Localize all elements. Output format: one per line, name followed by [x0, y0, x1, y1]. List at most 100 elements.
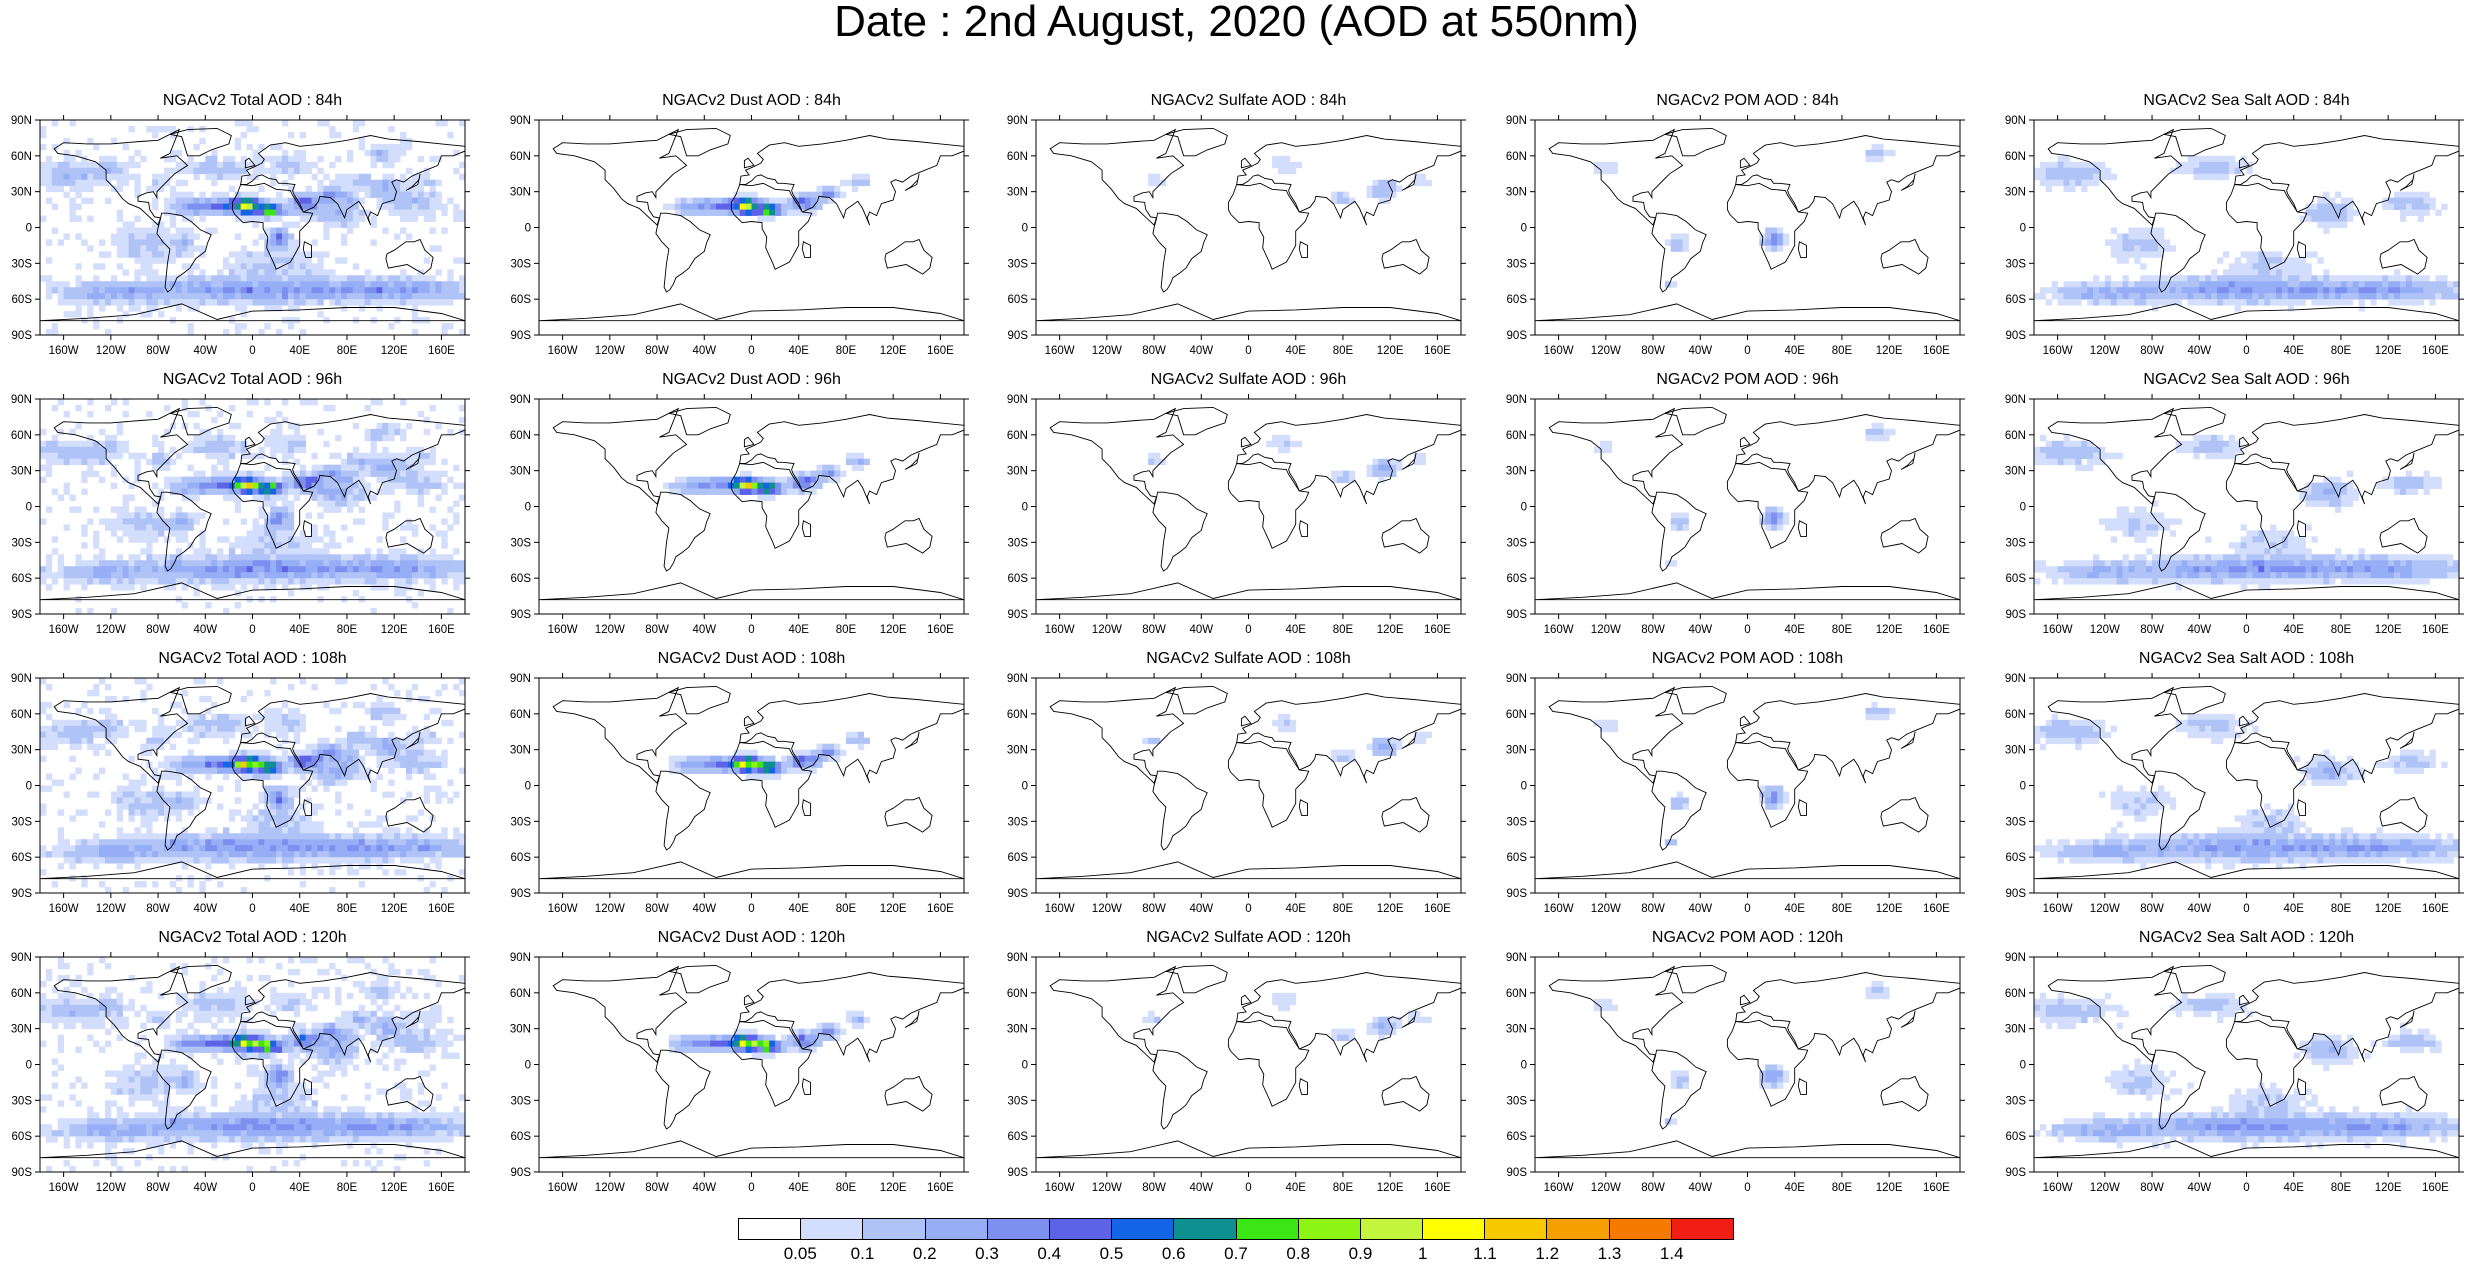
lon-tick-label: 160E [1923, 1182, 1950, 1194]
lat-tick-label: 60S [1507, 852, 1528, 864]
lon-tick-label: 160W [548, 624, 578, 636]
lon-tick-label: 40W [1688, 1182, 1712, 1194]
lat-tick-label: 60S [1507, 1131, 1528, 1143]
lat-tick-label: 60N [2005, 988, 2026, 1000]
coastline [2400, 732, 2414, 749]
colorbar-level-label: 0.7 [1224, 1244, 1248, 1264]
lon-tick-label: 80E [836, 345, 857, 357]
panel-title: NGACv2 Dust AOD : 84h [539, 92, 964, 110]
lat-tick-label: 60N [2005, 430, 2026, 442]
coastline [905, 732, 919, 749]
lon-tick-label: 40E [2283, 903, 2304, 915]
lat-tick-label: 60S [2006, 573, 2027, 585]
lon-tick-label: 40E [289, 903, 310, 915]
lat-tick-label: 60N [1007, 988, 1028, 1000]
aod-field [2034, 407, 2459, 599]
coastline [1036, 862, 1461, 879]
lon-tick-label: 160E [1424, 624, 1451, 636]
lon-tick-label: 120E [1377, 624, 1404, 636]
lat-tick-label: 30N [1506, 187, 1527, 199]
lat-tick-label: 90N [2005, 394, 2026, 406]
coastline [1652, 213, 1706, 292]
lat-tick-label: 30N [1007, 466, 1028, 478]
coastline [1237, 694, 1461, 784]
lat-tick-label: 90N [1506, 115, 1527, 127]
lat-tick-label: 0 [1521, 223, 1527, 235]
lon-tick-label: 160W [2043, 345, 2073, 357]
lat-tick-label: 90S [1507, 1167, 1528, 1179]
lat-tick-label: 90N [11, 952, 32, 964]
coastline [656, 1050, 710, 1129]
lat-tick-label: 30N [11, 187, 32, 199]
lat-tick-label: 0 [1022, 1060, 1028, 1072]
colorbar-level-label: 1.3 [1598, 1244, 1622, 1264]
lat-tick-label: 30S [1008, 537, 1029, 549]
lon-tick-label: 160W [1544, 345, 1574, 357]
lat-tick-label: 60N [510, 709, 531, 721]
lon-tick-label: 40W [193, 345, 217, 357]
lat-tick-label: 0 [26, 1060, 32, 1072]
coastline [1228, 462, 1308, 548]
lon-tick-label: 80E [836, 903, 857, 915]
lat-tick-label: 90S [12, 1167, 33, 1179]
coastline [744, 437, 754, 447]
lat-tick-label: 60S [2006, 1131, 2027, 1143]
coastline [2380, 797, 2427, 832]
lat-tick-label: 30S [1507, 1095, 1528, 1107]
lon-tick-label: 80W [146, 1182, 170, 1194]
lat-tick-label: 60S [12, 294, 33, 306]
coastline [1727, 462, 1807, 548]
lon-tick-label: 80W [1641, 903, 1665, 915]
lat-tick-label: 90S [1507, 330, 1528, 342]
map-frame [1535, 399, 1960, 614]
lat-tick-label: 90N [1007, 952, 1028, 964]
colorbar-swatch [1237, 1219, 1299, 1239]
lon-tick-label: 80W [2140, 345, 2164, 357]
lat-tick-label: 30S [2006, 258, 2027, 270]
lon-tick-label: 40W [193, 903, 217, 915]
lon-tick-label: 80W [2140, 1182, 2164, 1194]
coastline [802, 521, 810, 537]
coastline [1153, 492, 1207, 571]
lat-tick-label: 90S [1507, 888, 1528, 900]
lat-tick-label: 90N [1506, 673, 1527, 685]
lon-tick-label: 120E [1377, 345, 1404, 357]
lat-tick-label: 90S [12, 330, 33, 342]
coastline [905, 453, 919, 470]
coastline [1881, 518, 1928, 553]
lat-tick-label: 90S [1008, 888, 1029, 900]
lon-tick-label: 40W [2187, 1182, 2211, 1194]
lon-tick-label: 160W [2043, 1182, 2073, 1194]
lon-tick-label: 160E [1923, 345, 1950, 357]
lon-tick-label: 40E [2283, 624, 2304, 636]
coastline [2164, 407, 2225, 434]
lat-tick-label: 30S [1507, 258, 1528, 270]
lat-tick-label: 90S [511, 1167, 532, 1179]
panel-title: NGACv2 Sulfate AOD : 108h [1036, 650, 1461, 668]
colorbar-level-label: 1.1 [1473, 1244, 1497, 1264]
aod-field [40, 399, 465, 614]
lat-tick-label: 30N [2005, 466, 2026, 478]
lon-tick-label: 160W [1045, 1182, 1075, 1194]
coastline [1153, 771, 1207, 850]
lon-tick-label: 160W [1045, 624, 1075, 636]
aod-field [2034, 686, 2459, 878]
coastline [2400, 174, 2414, 191]
aod-field [1036, 686, 1461, 878]
coastline [1228, 741, 1308, 827]
lon-tick-label: 120W [2090, 624, 2120, 636]
coastline [1881, 1076, 1928, 1111]
lon-tick-label: 120W [1092, 345, 1122, 357]
coastline [1727, 741, 1807, 827]
lat-tick-label: 90S [2006, 1167, 2027, 1179]
lat-tick-label: 60N [510, 988, 531, 1000]
lat-tick-label: 90N [2005, 115, 2026, 127]
lat-tick-label: 30S [1008, 816, 1029, 828]
lat-tick-label: 60N [510, 151, 531, 163]
